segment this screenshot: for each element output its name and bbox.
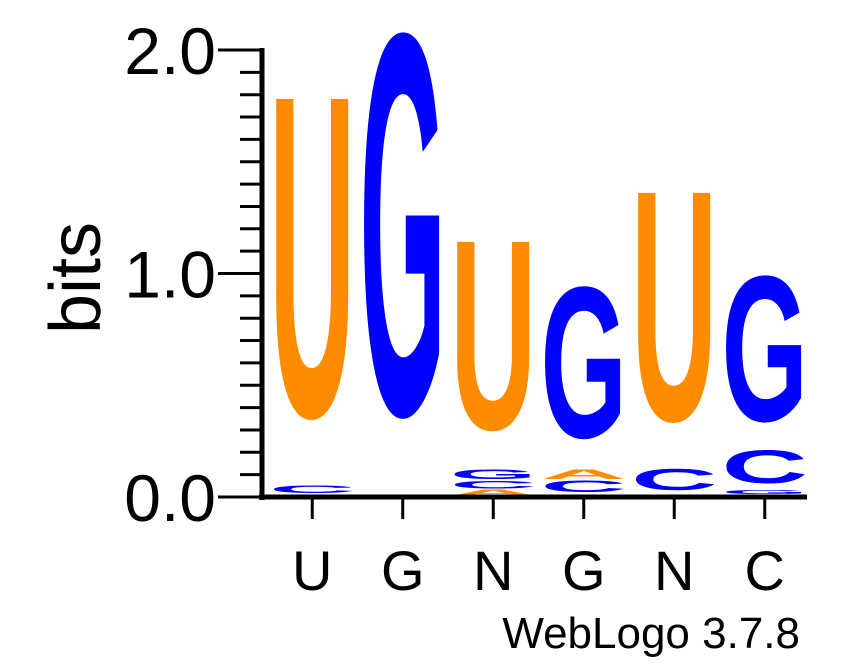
logo-letter-G: G — [541, 242, 627, 483]
logo-letters: ACUGACGUUCAGACUUGCG — [269, 0, 808, 530]
logo-letter-U: U — [631, 121, 717, 491]
y-axis-label: bits — [36, 222, 116, 334]
logo-letter-A: A — [450, 488, 536, 497]
logo-letter-C: C — [541, 477, 627, 495]
logo-letter-U: U — [450, 184, 536, 487]
y-tick-label: 1.0 — [124, 238, 216, 312]
x-tick-label: C — [745, 539, 785, 602]
logo-letter-C: C — [450, 479, 536, 491]
x-tick-label: N — [473, 539, 513, 602]
logo-letter-G: G — [722, 489, 808, 495]
x-tick-label: G — [381, 539, 425, 602]
logo-letter-G: G — [722, 233, 808, 465]
x-tick-label: N — [654, 539, 694, 602]
logo-letter-A: A — [541, 467, 628, 482]
y-tick-label: 0.0 — [124, 461, 216, 535]
chart-axes: 0.01.02.0U G N G N C — [124, 14, 807, 602]
logo-letter-U: U — [269, 1, 356, 514]
x-tick-label: G — [562, 539, 606, 602]
logo-letter-C: C — [631, 463, 717, 497]
logo-letter-G: G — [360, 0, 446, 530]
logo-letter-G: G — [450, 467, 536, 483]
logo-letter-C: C — [269, 483, 355, 495]
weblogo-credit: WebLogo 3.7.8 — [502, 609, 800, 658]
logo-letter-C: C — [722, 441, 808, 493]
x-tick-label: U — [292, 539, 332, 602]
y-tick-label: 2.0 — [124, 14, 216, 88]
